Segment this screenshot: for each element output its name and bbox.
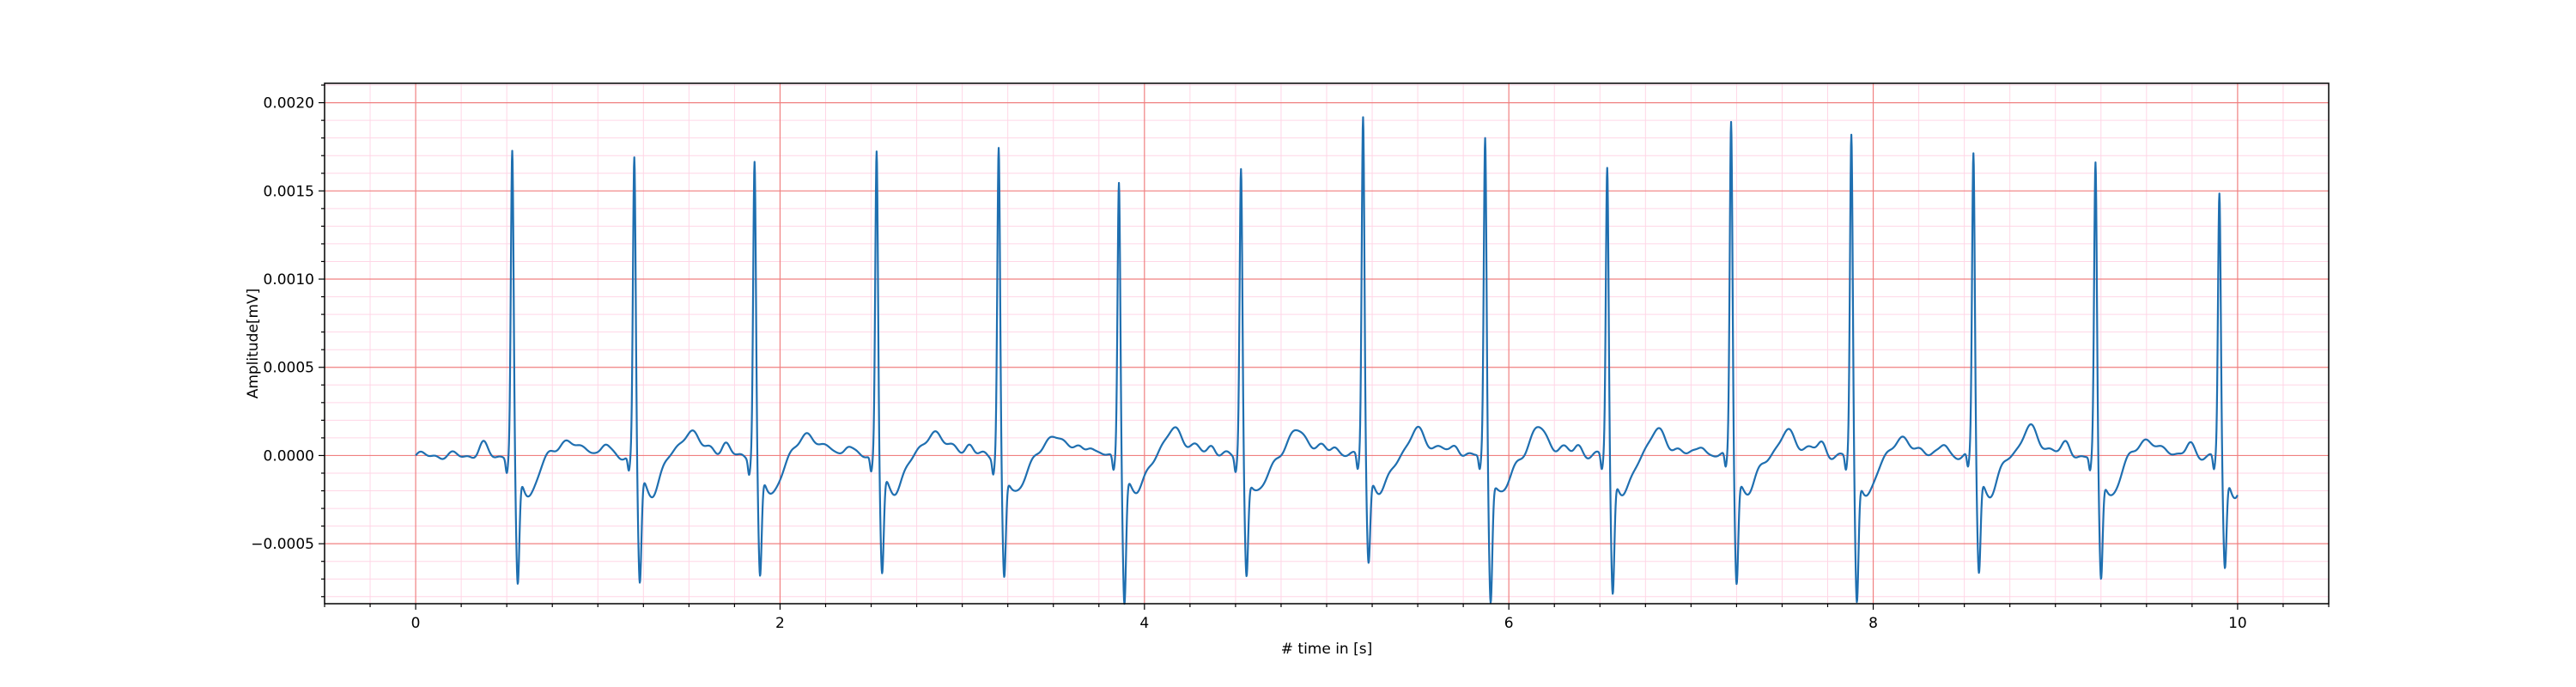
minor-grid <box>324 83 2330 604</box>
y-axis-ticks: −0.0005 0.0000 0.0005 0.0010 0.0015 0.0020 <box>251 84 325 598</box>
series-layer <box>415 116 2239 605</box>
y-tick-label: 0.0020 <box>264 95 314 112</box>
y-tick-label: −0.0005 <box>251 536 314 553</box>
major-grid <box>325 83 2329 604</box>
y-tick-label: 0.0010 <box>264 271 314 289</box>
x-tick-label: 6 <box>1504 615 1514 632</box>
x-axis-ticks: 0 2 4 6 8 10 <box>324 604 2330 632</box>
y-tick-label: 0.0005 <box>264 360 314 377</box>
ecg-series-line <box>415 116 2239 605</box>
x-tick-label: 2 <box>775 615 785 632</box>
y-tick-label: 0.0000 <box>264 447 314 465</box>
x-tick-label: 4 <box>1139 615 1149 632</box>
x-tick-label: 8 <box>1868 615 1878 632</box>
x-axis-label: # time in [s] <box>1281 641 1372 658</box>
x-tick-label: 0 <box>411 615 421 632</box>
y-axis-label: Amplitude[mV] <box>245 289 262 399</box>
y-tick-label: 0.0015 <box>264 183 314 200</box>
x-tick-label: 10 <box>2228 615 2247 632</box>
